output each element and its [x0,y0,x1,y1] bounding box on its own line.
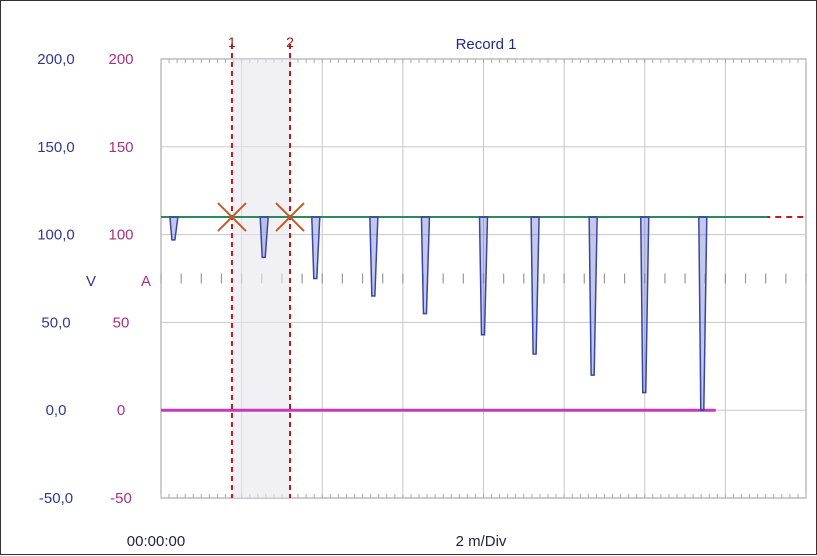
y-tick-label-volts: -50,0 [39,490,73,507]
y-tick-label-volts: 50,0 [41,314,70,331]
y-tick-label-amps: -50 [110,490,132,507]
y-unit-volts: V [86,273,96,290]
y-tick-label-amps: 200 [108,51,133,68]
voltage-pulse [530,216,540,355]
cursor-label: 2 [286,34,294,50]
chart-title: Record 1 [456,36,517,53]
y-tick-label-volts: 100,0 [37,227,75,244]
y-tick-label-volts: 0,0 [46,402,67,419]
voltage-pulse [259,216,270,259]
traces [161,216,806,412]
voltage-pulse [698,216,708,411]
y-tick-label-amps: 150 [108,139,133,156]
voltage-pulse [369,216,379,297]
voltage-pulse [169,216,179,241]
voltage-pulse [478,216,489,336]
y-tick-label-volts: 200,0 [37,51,75,68]
cursor-band [231,59,290,498]
y-unit-amps: A [141,273,151,290]
grid [160,58,807,499]
y-tick-label-amps: 100 [108,227,133,244]
x-start-time: 00:00:00 [127,533,185,550]
cursor-cross [275,202,305,232]
x-scale-label: 2 m/Div [456,533,507,550]
voltage-pulse [311,216,321,280]
y-tick-label-volts: 150,0 [37,139,75,156]
cursor-cross [217,202,247,232]
y-tick-label-amps: 0 [117,402,125,419]
axes: 200,0 200 150,0 150 100,0 100 50,0 50 0,0 0 -50,0 -… [37,51,133,507]
voltage-pulse [420,216,431,315]
voltage-pulse [588,216,598,376]
voltage-pulse [639,216,650,394]
y-tick-label-amps: 50 [113,314,130,331]
cursor-label: 1 [228,34,236,50]
